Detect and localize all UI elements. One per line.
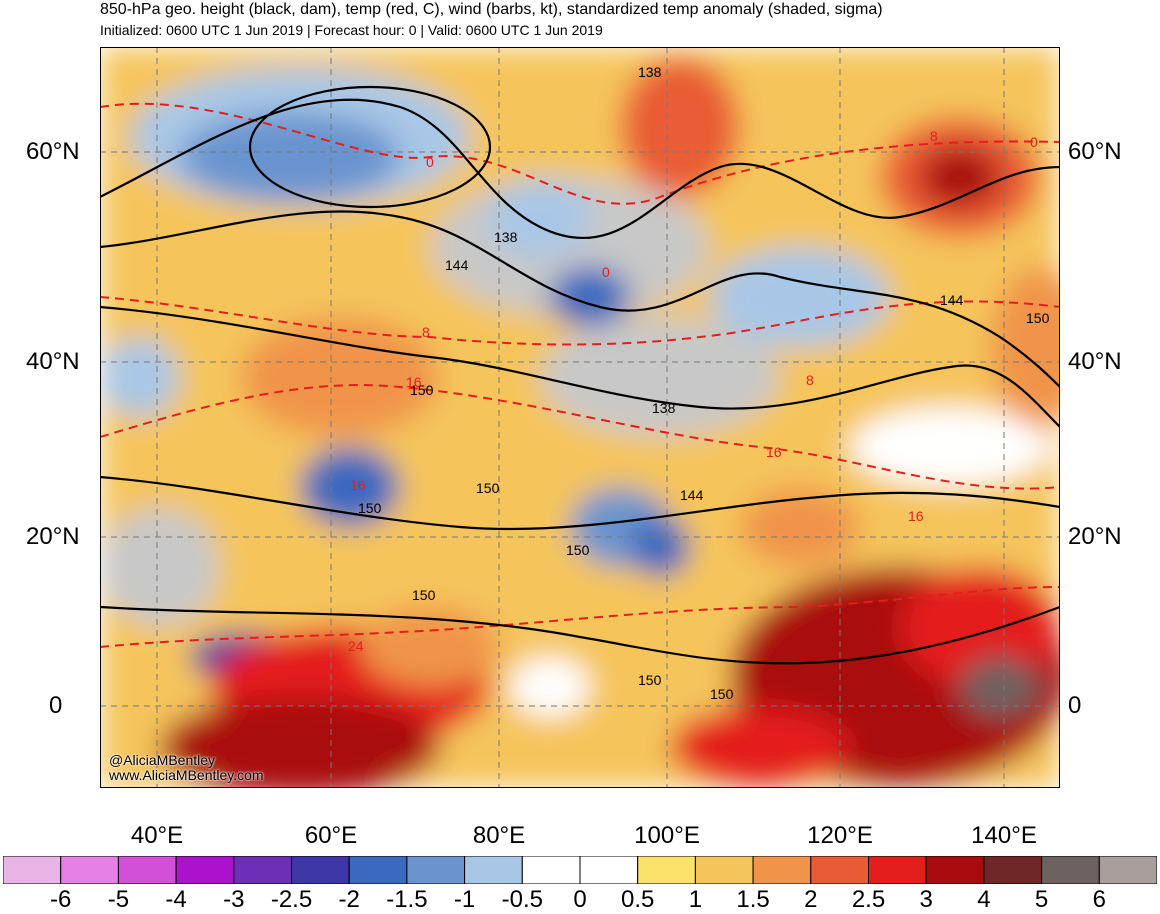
- temp-label: 16: [350, 477, 366, 493]
- lat-label-right: 40°N: [1068, 348, 1122, 375]
- temp-label: 16: [766, 444, 782, 460]
- height-label: 150: [1026, 310, 1050, 326]
- colorbar-swatch: [60, 856, 119, 884]
- colorbar-swatch: [810, 856, 869, 884]
- colorbar-swatch: [406, 856, 466, 884]
- colorbar-tick-label: -1: [453, 886, 476, 913]
- colorbar-tick-label: 0.5: [621, 886, 655, 913]
- temp-label: 8: [806, 372, 814, 388]
- figure-title: 850-hPa geo. height (black, dam), temp (…: [100, 1, 883, 18]
- colorbar-tick-label: 2: [804, 886, 818, 913]
- credit: @AliciaMBentley www.AliciaMBentley.com: [109, 753, 264, 783]
- lat-label-left: 20°N: [26, 523, 80, 550]
- colorbar-swatch: [521, 856, 581, 884]
- anomaly-shading: [100, 47, 1060, 788]
- colorbar-tick-label: 0: [573, 886, 587, 913]
- colorbar-swatch: [348, 856, 408, 884]
- colorbar-swatch: [752, 856, 812, 884]
- height-label: 150: [410, 382, 434, 398]
- lat-label-left: 40°N: [26, 348, 80, 375]
- temp-label: 0: [426, 154, 434, 170]
- graticule: [100, 47, 1060, 788]
- height-label: 138: [494, 229, 518, 245]
- colorbar-swatch: [464, 856, 523, 884]
- temp-label: 0: [1030, 134, 1038, 150]
- colorbar-swatch: [291, 856, 350, 884]
- colorbar-tick-label: -1.5: [386, 886, 428, 913]
- height-label: 138: [652, 400, 676, 416]
- height-label: 150: [566, 542, 590, 558]
- height-label: 150: [412, 587, 436, 603]
- lon-label: 120°E: [807, 822, 873, 849]
- height-labels: 138 138 138 144 144 144 150 150 150 150 …: [358, 64, 1050, 702]
- colorbar-tick-label: -5: [107, 886, 130, 913]
- temp-label: 8: [422, 324, 430, 340]
- temp-label: 8: [930, 128, 938, 144]
- temperature-contours: [100, 102, 1060, 648]
- colorbar-tick-label: -3: [223, 886, 245, 913]
- colorbar-tick-label: -2: [338, 886, 360, 913]
- temp-label: 24: [348, 638, 364, 654]
- temp-label: 16: [406, 374, 422, 390]
- lon-label: 60°E: [304, 822, 358, 849]
- height-contours: [100, 85, 1060, 665]
- colorbar-tick-label: 1: [688, 886, 703, 913]
- colorbar-tick-label: -2.5: [270, 886, 313, 913]
- temp-label: 0: [602, 264, 610, 280]
- colorbar-swatch: [1041, 856, 1100, 884]
- colorbar-tick-label: 3: [919, 886, 933, 913]
- colorbar: [3, 856, 1157, 884]
- colorbar-swatch: [694, 856, 754, 884]
- colorbar-tick-label: 5: [1034, 886, 1049, 913]
- height-label: 150: [710, 686, 734, 702]
- credit-site: www.AliciaMBentley.com: [109, 767, 264, 783]
- lat-label-right: 20°N: [1068, 523, 1122, 550]
- credit-handle: @AliciaMBentley: [109, 752, 216, 768]
- anomaly-map: 138 138 138 144 144 144 150 150 150 150 …: [100, 47, 1060, 788]
- colorbar-tick-label: -6: [50, 886, 72, 913]
- colorbar-swatch: [868, 856, 927, 884]
- height-label: 144: [680, 487, 704, 503]
- colorbar-swatch: [3, 856, 62, 884]
- lat-label-left: 60°N: [26, 138, 80, 165]
- colorbar-swatch: [1098, 856, 1157, 884]
- temp-label: 16: [908, 508, 924, 524]
- colorbar-swatch: [983, 856, 1043, 884]
- lon-label: 40°E: [130, 822, 184, 849]
- temperature-labels: 0 0 0 8 8 8 16 16 16 16 24: [348, 128, 1038, 654]
- height-label: 144: [445, 257, 469, 273]
- colorbar-tick-label: 4: [977, 886, 991, 913]
- colorbar-tick-label: -0.5: [501, 886, 543, 913]
- colorbar-tick-label: 6: [1092, 886, 1106, 913]
- colorbar-swatch: [925, 856, 985, 884]
- colorbar-tick-label: 1.5: [736, 886, 770, 913]
- height-label: 150: [476, 480, 500, 496]
- colorbar-swatch: [233, 856, 293, 884]
- colorbar-swatch: [117, 856, 177, 884]
- lat-label-right: 60°N: [1068, 138, 1122, 165]
- lon-label: 100°E: [634, 822, 700, 849]
- colorbar-tick-label: 2.5: [851, 886, 886, 913]
- lat-label-right: 0: [1068, 692, 1082, 719]
- lon-label: 80°E: [472, 822, 526, 849]
- lat-label-left: 0: [49, 692, 63, 719]
- colorbar-swatch: [579, 856, 639, 884]
- height-label: 150: [638, 672, 662, 688]
- height-label: 144: [940, 292, 964, 308]
- height-label: 150: [358, 500, 382, 516]
- colorbar-tick-label: -4: [165, 886, 187, 913]
- colorbar-swatch: [175, 856, 235, 884]
- colorbar-swatch: [637, 856, 696, 884]
- height-label: 138: [638, 64, 662, 80]
- figure-subtitle: Initialized: 0600 UTC 1 Jun 2019 | Forec…: [100, 22, 603, 38]
- lon-label: 140°E: [971, 822, 1037, 849]
